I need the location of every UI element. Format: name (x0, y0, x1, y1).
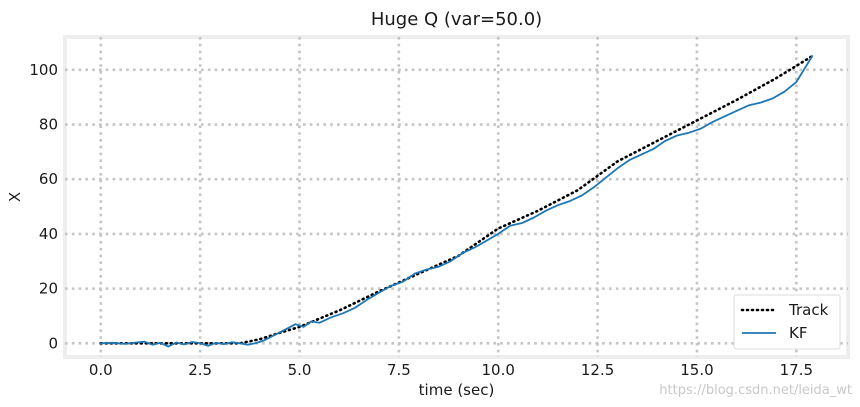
plot-frame (63, 35, 850, 359)
y-axis-label: X (6, 192, 24, 202)
y-tick-label: 40 (39, 225, 58, 243)
plot-area (63, 35, 850, 359)
x-tick-label: 12.5 (581, 361, 614, 379)
x-tick-labels: 0.0 2.5 5.0 7.5 10.0 12.5 15.0 17.5 (89, 361, 813, 379)
series-layer (99, 54, 814, 348)
legend: Track KF (733, 294, 841, 350)
x-tick-label: 10.0 (482, 361, 515, 379)
watermark: https://blog.csdn.net/leida_wt (659, 383, 852, 398)
y-tick-label: 100 (29, 61, 58, 79)
x-tick-label: 0.0 (89, 361, 113, 379)
legend-track-label: Track (788, 301, 829, 319)
y-tick-label: 20 (39, 280, 58, 298)
y-tick-label: 60 (39, 170, 58, 188)
x-tick-label: 5.0 (288, 361, 312, 379)
legend-box (733, 294, 841, 350)
x-axis-label: time (sec) (419, 381, 495, 399)
y-tick-label: 0 (48, 334, 58, 352)
series-kf-line (99, 55, 814, 348)
x-tick-label: 7.5 (387, 361, 411, 379)
y-tick-label: 80 (39, 116, 58, 134)
chart-title: Huge Q (var=50.0) (371, 9, 542, 30)
x-tick-label: 15.0 (680, 361, 713, 379)
y-tick-labels: 0 20 40 60 80 100 (29, 61, 58, 353)
x-tick-label: 2.5 (188, 361, 212, 379)
x-tick-label: 17.5 (780, 361, 813, 379)
legend-kf-label: KF (789, 324, 807, 342)
